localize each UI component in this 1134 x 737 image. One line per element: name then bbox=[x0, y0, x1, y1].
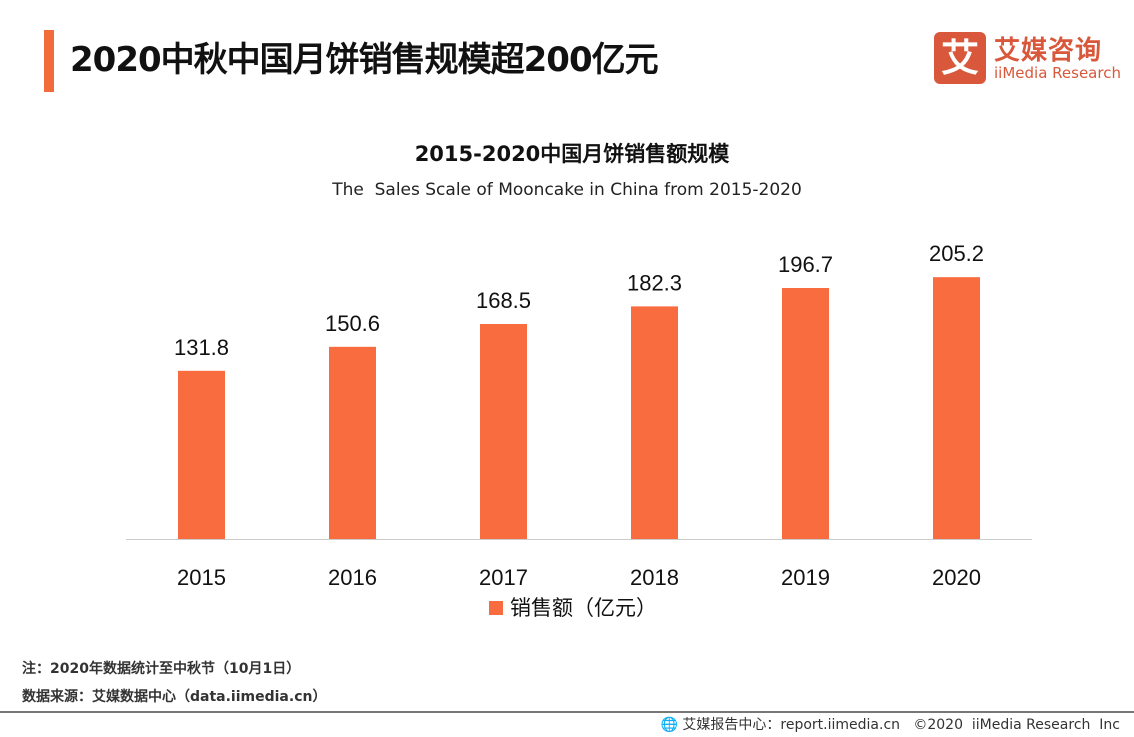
x-tick-2016: 2016 bbox=[328, 565, 377, 590]
footer-divider bbox=[0, 711, 1134, 713]
data-label-2019: 196.7 bbox=[778, 252, 833, 277]
x-tick-2015: 2015 bbox=[177, 565, 226, 590]
bar-2018 bbox=[631, 306, 678, 539]
bar-2019 bbox=[782, 288, 829, 539]
legend-swatch bbox=[489, 601, 503, 615]
x-tick-2017: 2017 bbox=[479, 565, 528, 590]
data-label-2020: 205.2 bbox=[929, 241, 984, 266]
footer: 🌐 艾媒报告中心：report.iimedia.cn ©2020 iiMedia… bbox=[661, 714, 1120, 734]
x-tick-2018: 2018 bbox=[630, 565, 679, 590]
data-label-2016: 150.6 bbox=[325, 311, 380, 336]
bar-chart: 131.8 2015 150.6 2016 168.5 2017 182.3 2018 196.… bbox=[126, 241, 1032, 620]
bar-2015 bbox=[178, 370, 225, 539]
logo-cn: 艾媒咨询 bbox=[994, 36, 1103, 66]
chart-subtitle: The Sales Scale of Mooncake in China fro… bbox=[332, 180, 802, 200]
footer-text: 艾媒报告中心：report.iimedia.cn ©2020 iiMedia R… bbox=[682, 717, 1120, 733]
logo-mark: 艾 bbox=[934, 32, 986, 84]
title-accent-bar bbox=[44, 30, 54, 92]
x-tick-2020: 2020 bbox=[932, 565, 981, 590]
x-tick-2019: 2019 bbox=[781, 565, 830, 590]
data-label-2018: 182.3 bbox=[627, 270, 682, 295]
bar-2016 bbox=[329, 346, 376, 539]
bar-2017 bbox=[480, 323, 527, 539]
globe-icon: 🌐 bbox=[660, 717, 678, 733]
legend-label: 销售额（亿元） bbox=[510, 596, 657, 620]
data-label-2015: 131.8 bbox=[174, 335, 229, 360]
logo-en: iiMedia Research bbox=[994, 64, 1121, 82]
bar-2020 bbox=[933, 277, 980, 539]
chart-title: 2015-2020中国月饼销售额规模 bbox=[414, 142, 730, 166]
logo: 艾 艾媒咨询 iiMedia Research bbox=[934, 32, 1124, 88]
note-text: 注：2020年数据统计至中秋节（10月1日） bbox=[22, 661, 301, 677]
data-label-2017: 168.5 bbox=[476, 288, 531, 313]
source-text: 数据来源：艾媒数据中心（data.iimedia.cn） bbox=[22, 689, 327, 705]
page-title: 2020中秋中国月饼销售规模超200亿元 bbox=[70, 40, 659, 80]
